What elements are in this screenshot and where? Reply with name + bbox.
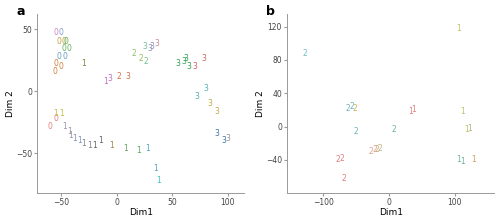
- Text: 3: 3: [181, 57, 186, 66]
- Y-axis label: Dim 2: Dim 2: [6, 90, 15, 117]
- Text: 1: 1: [66, 126, 71, 136]
- Text: 0: 0: [54, 28, 58, 37]
- Text: 2: 2: [352, 104, 357, 113]
- Text: 0: 0: [54, 59, 58, 68]
- Text: 1: 1: [460, 157, 465, 166]
- Text: 1: 1: [62, 122, 67, 130]
- X-axis label: Dim1: Dim1: [128, 209, 152, 217]
- Text: 2: 2: [139, 54, 143, 63]
- Text: 3: 3: [214, 129, 219, 138]
- Text: 1: 1: [154, 164, 158, 173]
- Text: 2: 2: [354, 127, 358, 136]
- Text: 3: 3: [192, 62, 197, 71]
- Text: 2: 2: [368, 147, 373, 156]
- Text: 0: 0: [66, 44, 71, 54]
- Text: 0: 0: [56, 37, 62, 46]
- Text: 1: 1: [408, 107, 412, 116]
- Text: 3: 3: [142, 42, 147, 51]
- Text: 1: 1: [59, 109, 64, 118]
- Text: 3: 3: [150, 42, 155, 51]
- Text: 1: 1: [98, 136, 102, 145]
- Text: 3: 3: [186, 62, 192, 71]
- Text: 2: 2: [336, 155, 340, 164]
- Text: 3: 3: [208, 99, 212, 108]
- Text: b: b: [266, 5, 275, 18]
- Text: 1: 1: [109, 141, 114, 151]
- Text: 2: 2: [342, 174, 346, 183]
- Text: 2: 2: [372, 145, 377, 154]
- Text: 3: 3: [148, 44, 152, 54]
- Text: 1: 1: [124, 144, 128, 153]
- Text: 1: 1: [471, 155, 476, 164]
- Text: 1: 1: [68, 132, 72, 140]
- Text: 0: 0: [61, 37, 66, 46]
- Text: 0: 0: [52, 67, 57, 76]
- Text: 1: 1: [156, 176, 162, 185]
- Text: 3: 3: [221, 136, 226, 145]
- Text: 1: 1: [456, 155, 460, 164]
- Text: 2: 2: [144, 57, 148, 66]
- Text: 0: 0: [59, 62, 64, 71]
- Text: 0: 0: [59, 28, 64, 37]
- Text: 1: 1: [460, 107, 465, 116]
- Y-axis label: Dim 2: Dim 2: [256, 90, 264, 117]
- Text: 3: 3: [203, 84, 208, 93]
- Text: 3: 3: [201, 54, 206, 63]
- Text: 3: 3: [226, 134, 230, 143]
- Text: 0: 0: [54, 114, 58, 123]
- Text: 0: 0: [48, 122, 52, 130]
- Text: 1: 1: [54, 109, 58, 118]
- Text: 1: 1: [467, 124, 472, 133]
- Text: 1: 1: [72, 134, 77, 143]
- Text: 0: 0: [62, 52, 67, 61]
- Text: 2: 2: [302, 49, 307, 58]
- Text: 1: 1: [104, 77, 108, 86]
- Text: 0: 0: [61, 44, 66, 54]
- Text: 2: 2: [378, 144, 382, 153]
- Text: 1: 1: [81, 139, 86, 148]
- Text: 1: 1: [464, 125, 469, 134]
- Text: 3: 3: [126, 72, 130, 81]
- Text: 1: 1: [456, 24, 460, 33]
- Text: 3: 3: [154, 39, 159, 48]
- Text: 1: 1: [76, 136, 82, 145]
- Text: 3: 3: [194, 92, 199, 101]
- Text: 1: 1: [136, 147, 141, 155]
- Text: 2: 2: [116, 72, 121, 81]
- Text: 2: 2: [346, 104, 350, 113]
- Text: 1: 1: [92, 141, 97, 151]
- Text: 1: 1: [146, 144, 150, 153]
- Text: 3: 3: [183, 54, 188, 63]
- X-axis label: Dim1: Dim1: [378, 209, 402, 217]
- Text: 2: 2: [350, 102, 354, 111]
- Text: 2: 2: [339, 154, 344, 163]
- Text: 2: 2: [392, 125, 396, 134]
- Text: 2: 2: [131, 50, 136, 58]
- Text: 0: 0: [64, 37, 68, 46]
- Text: 2: 2: [375, 145, 380, 154]
- Text: 1: 1: [81, 59, 86, 68]
- Text: 1: 1: [412, 105, 416, 114]
- Text: a: a: [16, 5, 24, 18]
- Text: 3: 3: [108, 74, 112, 83]
- Text: 1: 1: [86, 141, 92, 151]
- Text: 0: 0: [56, 52, 62, 61]
- Text: 3: 3: [176, 59, 180, 68]
- Text: 3: 3: [214, 107, 219, 116]
